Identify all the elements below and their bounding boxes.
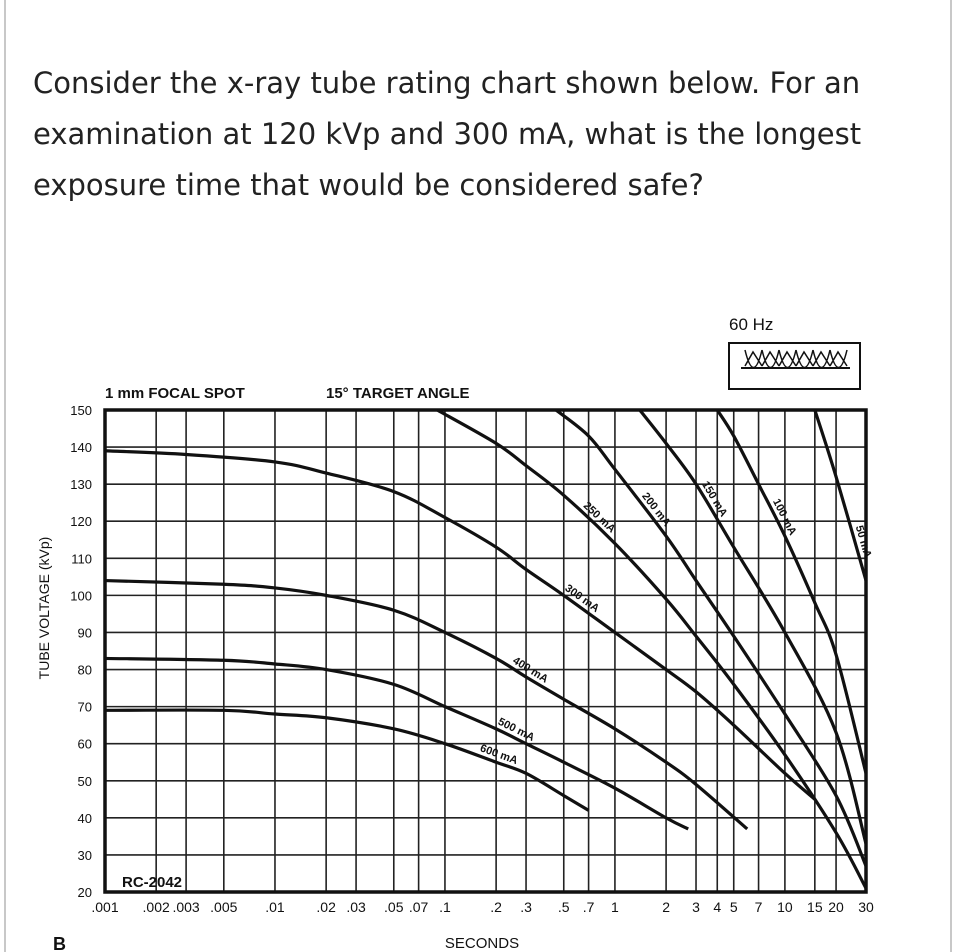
y-tick-label: 100 — [70, 588, 92, 603]
x-tick-label: .001 — [91, 899, 118, 915]
x-tick-label: .7 — [583, 899, 595, 915]
curve-500-ma — [104, 656, 689, 831]
y-tick-label: 40 — [78, 811, 92, 826]
figure-label: B — [53, 934, 66, 952]
x-tick-label: 3 — [692, 899, 700, 915]
full-wave-rectified-waveform-icon — [728, 342, 861, 390]
title-focal-spot: 1 mm FOCAL SPOT — [105, 385, 245, 402]
x-tick-label: .2 — [490, 899, 502, 915]
x-tick-label: .005 — [210, 899, 237, 915]
curve-600-ma — [104, 708, 590, 812]
curve-150-ma — [638, 409, 868, 845]
x-tick-label: 1 — [611, 899, 619, 915]
y-tick-label: 70 — [78, 700, 92, 715]
x-tick-label: .03 — [346, 899, 366, 915]
y-axis-label: TUBE VOLTAGE (kVp) — [36, 537, 52, 680]
y-tick-label: 80 — [78, 663, 92, 678]
x-tick-label: 2 — [662, 899, 670, 915]
y-tick-label: 120 — [70, 514, 92, 529]
y-tick-label: 60 — [78, 737, 92, 752]
x-tick-labels: .001 .002.003 .005 .01 .02 .03 .05 .07 .1 .2 .3 .5.… — [91, 899, 874, 915]
curve-300-ma — [104, 449, 816, 801]
x-tick-label: 20 — [828, 899, 844, 915]
y-tick-label: 90 — [78, 625, 92, 640]
x-tick-label: 10 — [777, 899, 793, 915]
curve-100-ma — [715, 409, 868, 774]
x-tick-label: .1 — [439, 899, 451, 915]
y-tick-label: 50 — [78, 774, 92, 789]
plot-frame — [103, 408, 868, 894]
x-tick-label: 15 — [807, 899, 823, 915]
model-label: RC-2042 — [122, 874, 182, 891]
curve-250-ma — [436, 408, 868, 890]
y-tick-label: 140 — [70, 440, 92, 455]
y-tick-label: 150 — [70, 403, 92, 418]
x-tick-label: .002 — [143, 899, 170, 915]
x-tick-label: 7 — [755, 899, 763, 915]
x-axis-label: SECONDS — [445, 935, 519, 952]
curve-50-ma — [813, 409, 868, 581]
x-tick-label: 30 — [858, 899, 874, 915]
curve-200-ma — [554, 408, 868, 867]
x-tick-label: 5 — [730, 899, 738, 915]
question-text: Consider the x-ray tube rating chart sho… — [33, 66, 862, 202]
title-target-angle: 15° TARGET ANGLE — [326, 385, 470, 402]
curve-400-ma — [104, 578, 749, 831]
frequency-label: 60 Hz — [729, 315, 773, 334]
x-tick-label: .5 — [558, 899, 570, 915]
x-tick-label: .003 — [172, 899, 199, 915]
y-tick-label: 130 — [70, 477, 92, 492]
x-tick-label: .05 — [384, 899, 404, 915]
page-border-left — [4, 0, 6, 952]
page-border-right — [950, 0, 952, 952]
x-tick-label: 4 — [713, 899, 721, 915]
y-tick-label: 30 — [78, 848, 92, 863]
y-tick-label: 20 — [78, 885, 92, 900]
x-tick-label: .02 — [316, 899, 336, 915]
x-tick-label: .3 — [520, 899, 532, 915]
x-tick-label: .07 — [409, 899, 429, 915]
y-tick-labels: 20 30 40 50 60 70 80 90 100 110 120 130 140 150 — [70, 403, 92, 900]
y-tick-label: 110 — [71, 551, 92, 566]
x-tick-label: .01 — [265, 899, 285, 915]
